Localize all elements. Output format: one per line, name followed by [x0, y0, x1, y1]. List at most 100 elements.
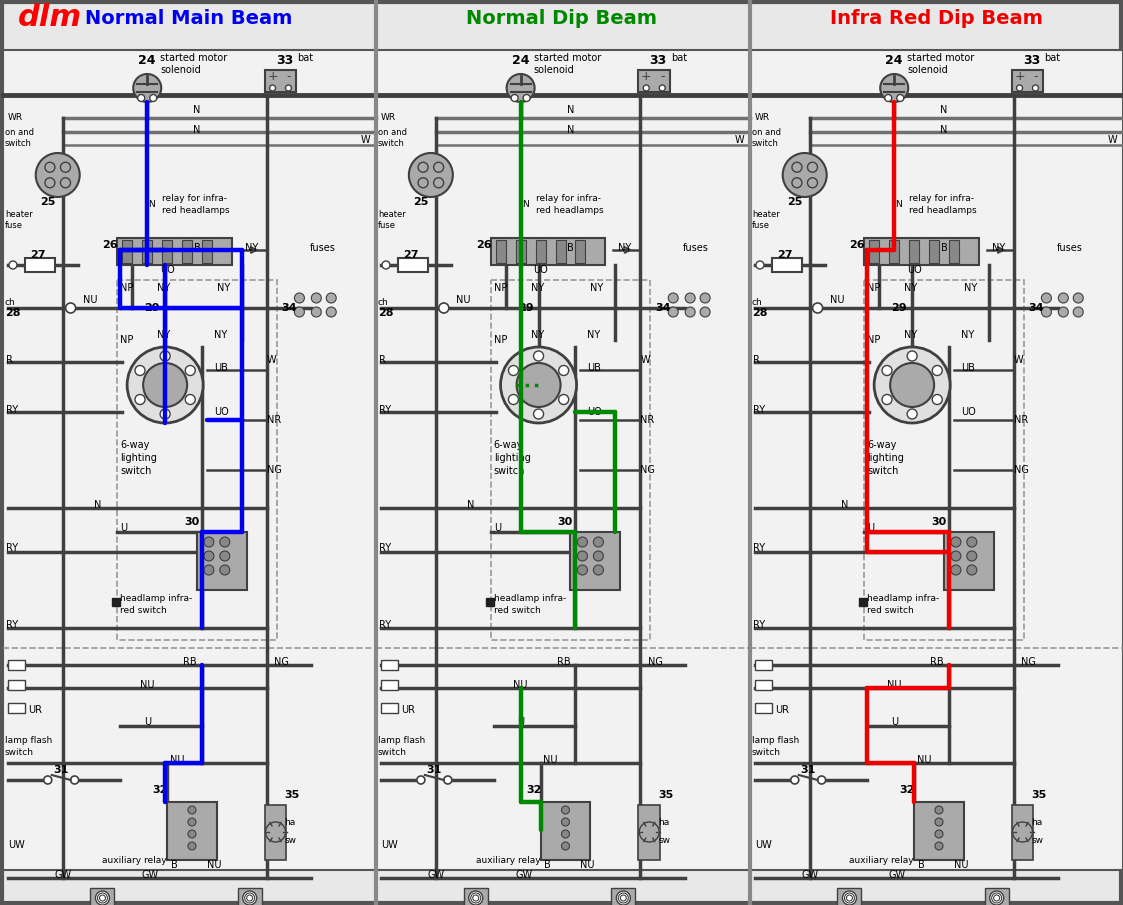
Text: GW: GW	[515, 870, 532, 880]
Text: ha: ha	[284, 817, 295, 826]
Circle shape	[1058, 307, 1068, 317]
Circle shape	[818, 776, 825, 784]
Bar	[381, 660, 398, 670]
Text: U: U	[494, 523, 501, 533]
Circle shape	[577, 551, 587, 561]
Text: U: U	[867, 523, 875, 533]
Text: NR: NR	[640, 415, 655, 425]
Text: NG: NG	[640, 465, 655, 475]
Text: on and
switch: on and switch	[4, 129, 34, 148]
Text: lighting: lighting	[867, 453, 904, 463]
Text: UB: UB	[587, 363, 601, 373]
Bar	[944, 532, 994, 590]
Circle shape	[138, 94, 145, 101]
Text: GW: GW	[141, 870, 158, 880]
Circle shape	[188, 818, 197, 826]
Text: bat: bat	[672, 53, 687, 63]
Circle shape	[265, 822, 285, 842]
Circle shape	[134, 74, 162, 102]
Circle shape	[951, 551, 961, 561]
Circle shape	[220, 551, 230, 561]
Circle shape	[891, 363, 934, 407]
Text: NU: NU	[887, 680, 902, 690]
Circle shape	[558, 366, 568, 376]
Bar	[638, 805, 660, 860]
Text: NY: NY	[213, 330, 227, 340]
Text: bat: bat	[298, 53, 313, 63]
Bar	[755, 660, 772, 670]
Bar	[495, 240, 505, 263]
Circle shape	[294, 293, 304, 303]
Text: fuses: fuses	[309, 243, 336, 253]
Text: -: -	[286, 71, 291, 83]
Circle shape	[897, 94, 904, 101]
Bar	[869, 240, 879, 263]
Circle shape	[418, 162, 428, 172]
Circle shape	[882, 395, 892, 405]
Text: RY: RY	[754, 543, 765, 553]
Circle shape	[756, 261, 764, 269]
Text: dlm: dlm	[18, 4, 82, 33]
Bar	[1012, 70, 1043, 92]
Text: W: W	[266, 355, 276, 365]
Circle shape	[439, 303, 449, 313]
Bar	[838, 888, 861, 905]
Text: U: U	[120, 523, 128, 533]
Text: NP: NP	[120, 283, 134, 293]
Bar	[1012, 805, 1033, 860]
Circle shape	[161, 409, 170, 419]
Bar	[540, 802, 591, 860]
Text: NU: NU	[544, 755, 558, 765]
Text: fuses: fuses	[1057, 243, 1083, 253]
Text: RY: RY	[6, 543, 18, 553]
Bar	[265, 70, 296, 92]
Text: 32: 32	[526, 785, 541, 795]
Bar	[515, 240, 526, 263]
Text: 25: 25	[40, 197, 55, 207]
Circle shape	[577, 565, 587, 575]
Text: ch: ch	[378, 298, 389, 307]
Circle shape	[433, 177, 444, 187]
Circle shape	[311, 293, 321, 303]
Text: NP: NP	[867, 335, 880, 345]
Circle shape	[185, 366, 195, 376]
Text: UO: UO	[159, 265, 174, 275]
Text: 24: 24	[885, 54, 903, 67]
Text: 33: 33	[649, 54, 667, 67]
Circle shape	[617, 891, 630, 905]
Text: ch: ch	[752, 298, 763, 307]
Circle shape	[220, 565, 230, 575]
Circle shape	[204, 565, 213, 575]
Text: NR: NR	[1014, 415, 1028, 425]
Circle shape	[967, 551, 977, 561]
Text: UW: UW	[8, 840, 25, 850]
Text: 6-way: 6-way	[120, 440, 149, 450]
Circle shape	[792, 177, 802, 187]
Text: N: N	[193, 105, 201, 115]
Text: B: B	[171, 860, 177, 870]
Circle shape	[1041, 307, 1051, 317]
Circle shape	[185, 395, 195, 405]
Text: UO: UO	[213, 407, 229, 417]
Circle shape	[842, 891, 857, 905]
Text: NY: NY	[992, 243, 1005, 253]
Circle shape	[188, 842, 197, 850]
Circle shape	[807, 162, 818, 172]
Text: NP: NP	[867, 283, 880, 293]
Text: NY: NY	[157, 330, 171, 340]
Text: on and
switch: on and switch	[752, 129, 780, 148]
Circle shape	[509, 366, 519, 376]
Text: RB: RB	[183, 657, 197, 667]
Circle shape	[989, 891, 1004, 905]
Text: UW: UW	[755, 840, 772, 850]
Text: NU: NU	[953, 860, 968, 870]
Circle shape	[161, 351, 170, 361]
Text: 25: 25	[787, 197, 803, 207]
Circle shape	[967, 565, 977, 575]
Text: GW: GW	[888, 870, 906, 880]
Circle shape	[700, 307, 710, 317]
Text: 25: 25	[413, 197, 429, 207]
Circle shape	[1074, 307, 1084, 317]
Text: started motor
solenoid: started motor solenoid	[533, 53, 601, 74]
Text: red switch: red switch	[120, 605, 167, 614]
